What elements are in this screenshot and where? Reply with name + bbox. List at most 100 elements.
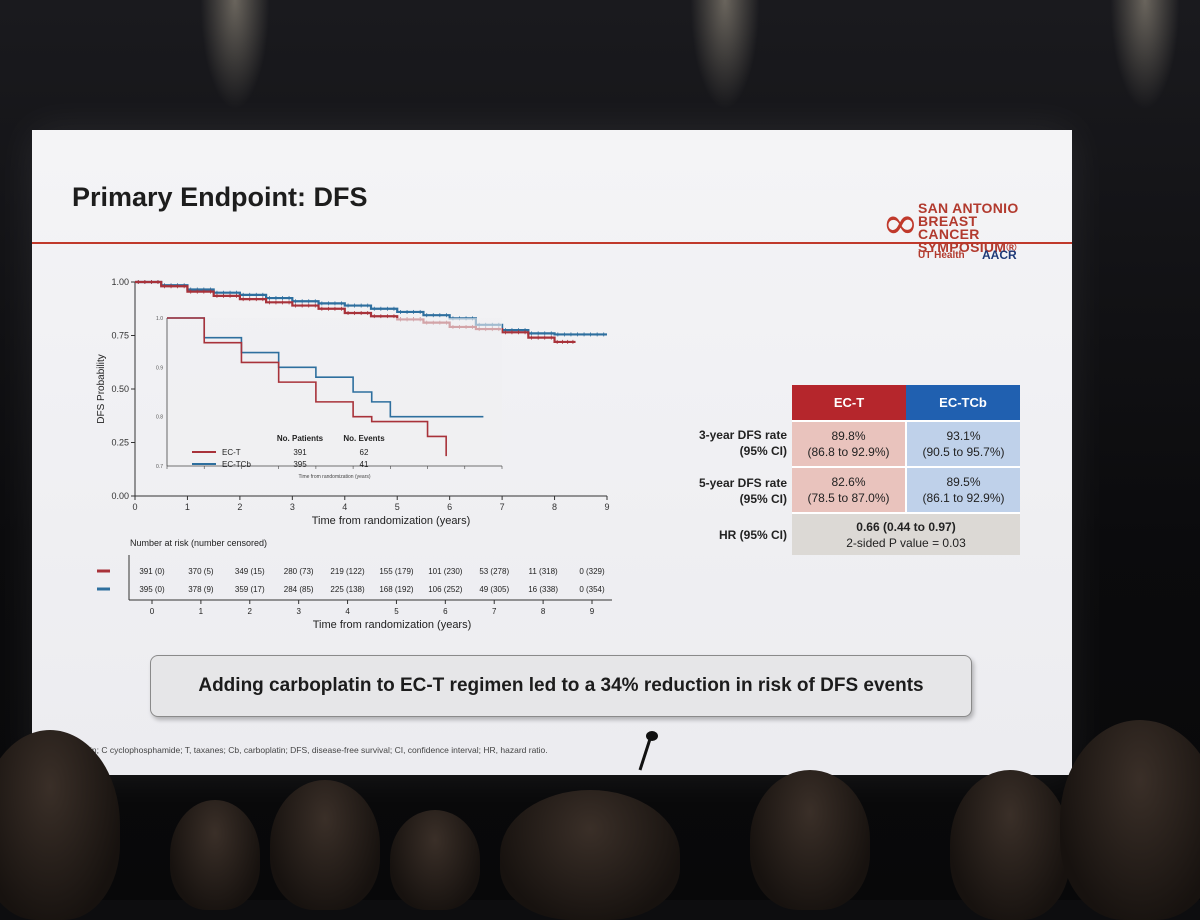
cell-value: 82.6% xyxy=(831,475,866,489)
x-tick-label: 4 xyxy=(342,502,347,512)
risk-cell: 16 (338) xyxy=(528,585,558,594)
ceiling-light xyxy=(690,0,760,110)
cell-value: 89.5% xyxy=(946,475,981,489)
risk-x-tick-label: 9 xyxy=(590,607,595,616)
logo-line: BREAST CANCER xyxy=(918,213,980,242)
risk-cell: 11 (318) xyxy=(529,567,559,576)
risk-cell: 155 (179) xyxy=(379,567,414,576)
y-axis-title: DFS Probability xyxy=(96,354,107,423)
cell-3yr-ect: 89.8% (86.8 to 92.9%) xyxy=(792,420,907,467)
aacr-logo: AACR xyxy=(982,248,1017,262)
risk-cell: 284 (85) xyxy=(284,585,314,594)
hr-value: 0.66 (0.44 to 0.97) xyxy=(856,519,956,534)
risk-x-tick-label: 5 xyxy=(394,607,399,616)
x-tick-label: 9 xyxy=(604,502,609,512)
x-tick-label: 3 xyxy=(290,502,295,512)
x-tick-label: 8 xyxy=(552,502,557,512)
cell-value: 93.1% xyxy=(946,429,981,443)
x-tick-label: 6 xyxy=(447,502,452,512)
risk-cell: 0 (329) xyxy=(579,567,605,576)
risk-cell: 395 (0) xyxy=(139,585,165,594)
row-label-text: 5-year DFS rate (95% CI) xyxy=(698,476,787,506)
cell-value: 89.8% xyxy=(831,429,866,443)
km-curve-ec-t xyxy=(135,280,576,344)
row-label-hr: HR (95% CI) xyxy=(718,528,787,542)
risk-cell: 0 (354) xyxy=(579,585,605,594)
abbreviations-footnote: in; C cyclophosphamide; T, taxanes; Cb, … xyxy=(90,745,548,755)
risk-cell: 225 (138) xyxy=(330,585,365,594)
y-tick-label: 0.75 xyxy=(111,331,129,341)
y-tick-label: 0.50 xyxy=(111,384,129,394)
risk-table-title: Number at risk (number censored) xyxy=(130,538,267,548)
ceiling-light xyxy=(1110,0,1180,110)
microphone-icon xyxy=(638,731,658,771)
risk-x-tick-label: 1 xyxy=(199,607,204,616)
risk-cell: 49 (305) xyxy=(479,585,509,594)
risk-cell: 106 (252) xyxy=(428,585,463,594)
legend-header-patients: No. Patients xyxy=(277,434,324,443)
risk-cell: 370 (5) xyxy=(188,567,214,576)
risk-cell: 53 (278) xyxy=(479,567,509,576)
x-axis-title: Time from randomization (years) xyxy=(312,515,471,527)
slide-title: Primary Endpoint: DFS xyxy=(72,182,368,212)
row-label-3yr: 3-year DFS rate (95% CI) xyxy=(682,427,787,459)
p-value: 2-sided P value = 0.03 xyxy=(846,535,966,550)
logo-line: SAN ANTONIO xyxy=(918,200,1019,216)
risk-x-tick-label: 0 xyxy=(150,607,155,616)
pink-ribbon-icon: ∞ xyxy=(882,198,919,249)
inset-curve-ec-t xyxy=(167,317,447,457)
risk-cell: 219 (122) xyxy=(330,567,365,576)
legend-series-name: EC-TCb xyxy=(222,460,251,469)
risk-cell: 359 (17) xyxy=(235,585,265,594)
cell-hazard-ratio: 0.66 (0.44 to 0.97) 2-sided P value = 0.0… xyxy=(792,512,1020,555)
risk-x-tick-label: 4 xyxy=(345,607,350,616)
risk-cell: 280 (73) xyxy=(284,567,314,576)
symposium-logo: ∞ SAN ANTONIO BREAST CANCER SYMPOSIUM® U… xyxy=(882,198,1042,288)
legend-events: 41 xyxy=(360,460,369,469)
cell-3yr-ectcb: 93.1% (90.5 to 95.7%) xyxy=(906,420,1020,467)
inset-background xyxy=(167,318,502,466)
inset-curve-ec-tcb xyxy=(167,317,484,418)
cell-ci: (86.8 to 92.9%) xyxy=(807,445,890,459)
risk-x-tick-label: 8 xyxy=(541,607,546,616)
risk-cell: 349 (15) xyxy=(235,567,265,576)
risk-cell: 391 (0) xyxy=(139,567,165,576)
y-tick-label: 0.00 xyxy=(111,491,129,501)
cell-ci: (86.1 to 92.9%) xyxy=(922,491,1005,505)
risk-x-tick-label: 3 xyxy=(296,607,301,616)
logo-line: SYMPOSIUM® xyxy=(918,239,1017,255)
dfs-stats-table: EC-T EC-TCb 89.8% (86.8 to 92.9%) 93.1% (9… xyxy=(792,385,1020,555)
audience-silhouettes xyxy=(0,720,1200,920)
risk-x-axis-title: Time from randomization (years) xyxy=(313,619,472,631)
inset-x-axis-title: Time from randomization (years) xyxy=(298,474,370,480)
y-tick-label: 1.00 xyxy=(111,277,129,287)
cell-5yr-ect: 82.6% (78.5 to 87.0%) xyxy=(792,466,907,513)
legend-header-events: No. Events xyxy=(343,434,385,443)
risk-cell: 101 (230) xyxy=(428,567,463,576)
x-tick-label: 1 xyxy=(185,502,190,512)
legend-patients: 395 xyxy=(293,460,307,469)
y-tick-label: 0.25 xyxy=(111,438,129,448)
inset-y-tick-label: 0.9 xyxy=(156,365,163,371)
legend-events: 62 xyxy=(360,448,369,457)
ceiling-light xyxy=(200,0,270,110)
risk-cell: 168 (192) xyxy=(379,585,414,594)
inset-y-tick-label: 0.7 xyxy=(156,464,163,470)
projection-screen: Primary Endpoint: DFS ∞ SAN ANTONIO BREA… xyxy=(32,130,1072,775)
title-divider xyxy=(32,242,1072,244)
logo-name: SAN ANTONIO BREAST CANCER SYMPOSIUM® xyxy=(918,200,1042,255)
cell-ci: (90.5 to 95.7%) xyxy=(922,445,1005,459)
x-tick-label: 2 xyxy=(237,502,242,512)
header-ect: EC-T xyxy=(792,385,906,421)
inset-y-tick-label: 1.0 xyxy=(156,316,163,322)
risk-x-tick-label: 6 xyxy=(443,607,448,616)
risk-x-tick-label: 7 xyxy=(492,607,497,616)
x-tick-label: 5 xyxy=(395,502,400,512)
ut-health-logo: UT Health xyxy=(918,250,965,261)
risk-x-tick-label: 2 xyxy=(248,607,253,616)
inset-y-tick-label: 0.8 xyxy=(156,415,163,421)
key-finding-callout: Adding carboplatin to EC-T regimen led t… xyxy=(150,655,972,717)
cell-ci: (78.5 to 87.0%) xyxy=(807,491,890,505)
x-tick-label: 7 xyxy=(500,502,505,512)
